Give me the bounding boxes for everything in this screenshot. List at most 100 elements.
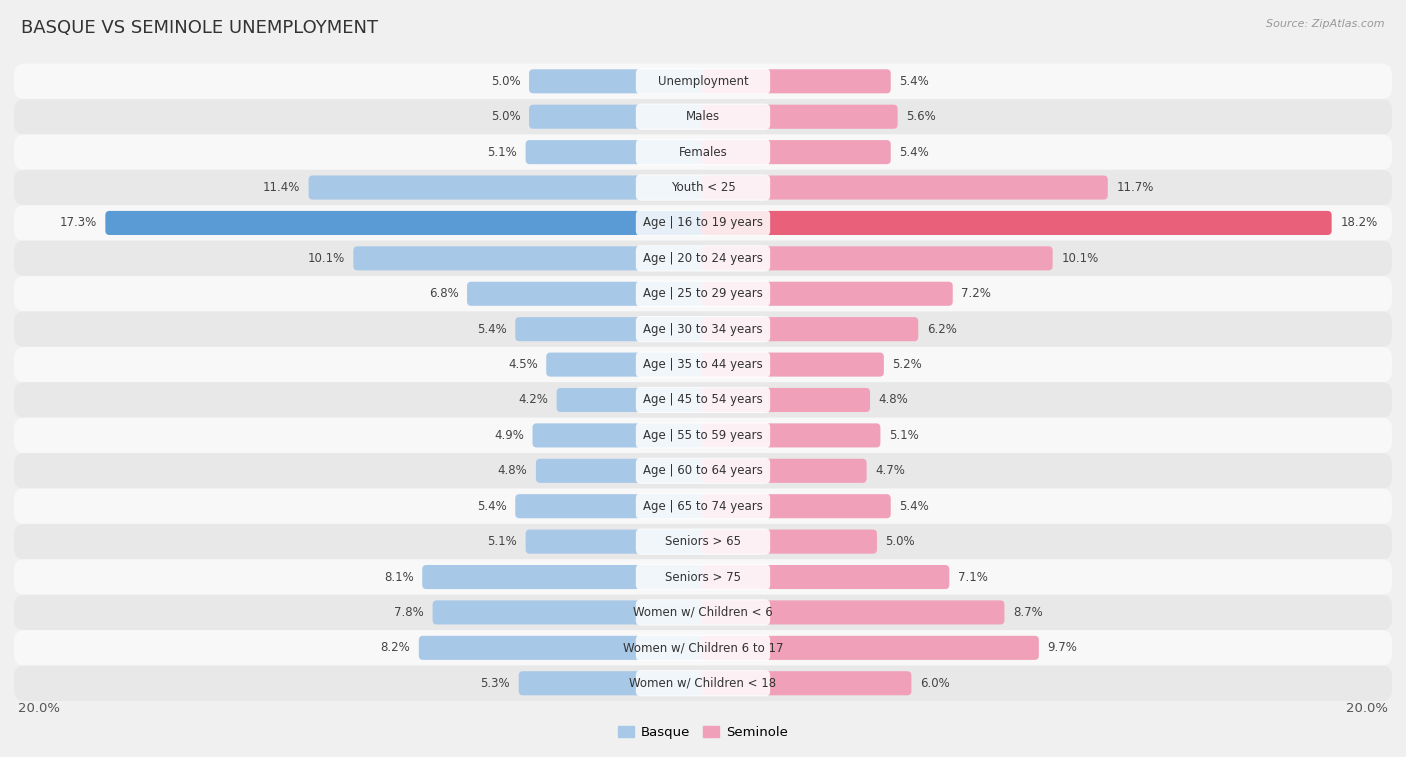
Text: 8.2%: 8.2% [381,641,411,654]
Text: Youth < 25: Youth < 25 [671,181,735,194]
FancyBboxPatch shape [636,245,770,272]
FancyBboxPatch shape [353,246,704,270]
Legend: Basque, Seminole: Basque, Seminole [613,721,793,744]
Text: 4.9%: 4.9% [494,429,524,442]
Text: Males: Males [686,111,720,123]
FancyBboxPatch shape [467,282,704,306]
Text: 5.1%: 5.1% [889,429,918,442]
FancyBboxPatch shape [702,423,880,447]
Text: Age | 20 to 24 years: Age | 20 to 24 years [643,252,763,265]
FancyBboxPatch shape [308,176,704,200]
FancyBboxPatch shape [636,493,770,519]
FancyBboxPatch shape [702,636,1039,660]
FancyBboxPatch shape [526,140,704,164]
FancyBboxPatch shape [14,347,1392,382]
FancyBboxPatch shape [702,459,866,483]
FancyBboxPatch shape [702,140,891,164]
FancyBboxPatch shape [702,530,877,553]
FancyBboxPatch shape [14,524,1392,559]
Text: 7.2%: 7.2% [962,287,991,301]
FancyBboxPatch shape [14,135,1392,170]
Text: 5.0%: 5.0% [491,111,520,123]
Text: 10.1%: 10.1% [1062,252,1098,265]
Text: Seniors > 75: Seniors > 75 [665,571,741,584]
FancyBboxPatch shape [636,104,770,130]
Text: Source: ZipAtlas.com: Source: ZipAtlas.com [1267,19,1385,29]
FancyBboxPatch shape [433,600,704,625]
Text: 5.1%: 5.1% [488,145,517,159]
Text: Age | 25 to 29 years: Age | 25 to 29 years [643,287,763,301]
Text: Unemployment: Unemployment [658,75,748,88]
Text: 11.4%: 11.4% [263,181,299,194]
FancyBboxPatch shape [702,353,884,377]
Text: Women w/ Children 6 to 17: Women w/ Children 6 to 17 [623,641,783,654]
FancyBboxPatch shape [702,104,897,129]
FancyBboxPatch shape [14,665,1392,701]
FancyBboxPatch shape [419,636,704,660]
Text: 7.8%: 7.8% [394,606,425,619]
FancyBboxPatch shape [519,671,704,695]
FancyBboxPatch shape [14,99,1392,135]
Text: Age | 45 to 54 years: Age | 45 to 54 years [643,394,763,407]
Text: 5.4%: 5.4% [477,500,506,512]
Text: BASQUE VS SEMINOLE UNEMPLOYMENT: BASQUE VS SEMINOLE UNEMPLOYMENT [21,19,378,37]
Text: 4.8%: 4.8% [498,464,527,478]
FancyBboxPatch shape [526,530,704,553]
FancyBboxPatch shape [536,459,704,483]
FancyBboxPatch shape [636,670,770,696]
FancyBboxPatch shape [422,565,704,589]
Text: 11.7%: 11.7% [1116,181,1154,194]
FancyBboxPatch shape [636,564,770,590]
FancyBboxPatch shape [515,494,704,519]
Text: 8.1%: 8.1% [384,571,413,584]
FancyBboxPatch shape [14,630,1392,665]
Text: 20.0%: 20.0% [17,702,59,715]
Text: Females: Females [679,145,727,159]
Text: Age | 60 to 64 years: Age | 60 to 64 years [643,464,763,478]
FancyBboxPatch shape [529,70,704,93]
FancyBboxPatch shape [702,246,1053,270]
FancyBboxPatch shape [14,276,1392,311]
Text: 18.2%: 18.2% [1340,217,1378,229]
Text: 5.4%: 5.4% [477,322,506,335]
FancyBboxPatch shape [702,494,891,519]
Text: 10.1%: 10.1% [308,252,344,265]
FancyBboxPatch shape [14,595,1392,630]
FancyBboxPatch shape [636,422,770,448]
FancyBboxPatch shape [636,458,770,484]
FancyBboxPatch shape [636,281,770,307]
Text: Women w/ Children < 18: Women w/ Children < 18 [630,677,776,690]
Text: 5.0%: 5.0% [886,535,915,548]
FancyBboxPatch shape [547,353,704,377]
Text: 7.1%: 7.1% [957,571,988,584]
FancyBboxPatch shape [14,64,1392,99]
FancyBboxPatch shape [636,528,770,555]
Text: 5.4%: 5.4% [900,75,929,88]
FancyBboxPatch shape [529,104,704,129]
Text: 6.0%: 6.0% [920,677,950,690]
Text: 8.7%: 8.7% [1012,606,1043,619]
Text: 5.1%: 5.1% [488,535,517,548]
FancyBboxPatch shape [515,317,704,341]
FancyBboxPatch shape [14,241,1392,276]
FancyBboxPatch shape [557,388,704,412]
FancyBboxPatch shape [702,176,1108,200]
Text: 4.7%: 4.7% [875,464,905,478]
FancyBboxPatch shape [636,316,770,342]
Text: 6.8%: 6.8% [429,287,458,301]
FancyBboxPatch shape [702,671,911,695]
FancyBboxPatch shape [636,174,770,201]
Text: 6.2%: 6.2% [927,322,956,335]
FancyBboxPatch shape [14,170,1392,205]
Text: 4.5%: 4.5% [508,358,537,371]
Text: Age | 35 to 44 years: Age | 35 to 44 years [643,358,763,371]
FancyBboxPatch shape [636,634,770,661]
FancyBboxPatch shape [105,211,704,235]
FancyBboxPatch shape [702,565,949,589]
FancyBboxPatch shape [636,600,770,625]
FancyBboxPatch shape [636,351,770,378]
Text: 4.2%: 4.2% [519,394,548,407]
FancyBboxPatch shape [702,282,953,306]
FancyBboxPatch shape [702,600,1004,625]
FancyBboxPatch shape [702,211,1331,235]
